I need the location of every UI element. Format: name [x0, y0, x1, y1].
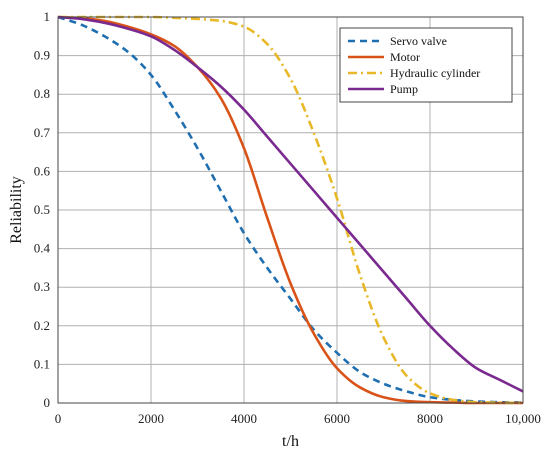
y-tick-label: 0: [44, 395, 51, 410]
y-tick-label: 0.1: [34, 356, 50, 371]
x-tick-label: 0: [55, 411, 62, 426]
y-tick-label: 0.9: [34, 48, 50, 63]
legend-label: Motor: [390, 50, 420, 64]
plot-frame: [57, 16, 524, 404]
y-tick-label: 0.3: [34, 279, 50, 294]
legend: Servo valve Motor Hydraulic cylinder Pump: [339, 27, 513, 103]
x-tick-label: 6000: [324, 411, 350, 426]
x-tick-label: 10,000: [505, 411, 541, 426]
y-tick-label: 0.8: [34, 86, 50, 101]
legend-label: Servo valve: [390, 34, 447, 48]
x-axis-label: t/h: [282, 433, 299, 450]
y-tick-label: 0.5: [34, 202, 50, 217]
y-tick-label: 0.4: [34, 241, 51, 256]
y-tick-label: 1: [44, 9, 51, 24]
series-line-servo-valve: [57, 15, 524, 404]
legend-label: Hydraulic cylinder: [390, 66, 480, 80]
legend-label: Pump: [390, 82, 418, 96]
y-tick-label: 0.7: [34, 125, 51, 140]
y-axis-label: Reliability: [8, 176, 25, 244]
y-tick-label: 0.6: [34, 163, 51, 178]
y-tick-label: 0.2: [34, 318, 50, 333]
series-line-pump: [57, 15, 524, 393]
tick-labels: 0 2000 4000 6000 8000 10,000 0 0.1 0.2 0.3 0.4 0.5 0…: [34, 9, 541, 426]
x-tick-label: 2000: [138, 411, 164, 426]
x-tick-label: 4000: [231, 411, 257, 426]
x-tick-label: 8000: [417, 411, 443, 426]
